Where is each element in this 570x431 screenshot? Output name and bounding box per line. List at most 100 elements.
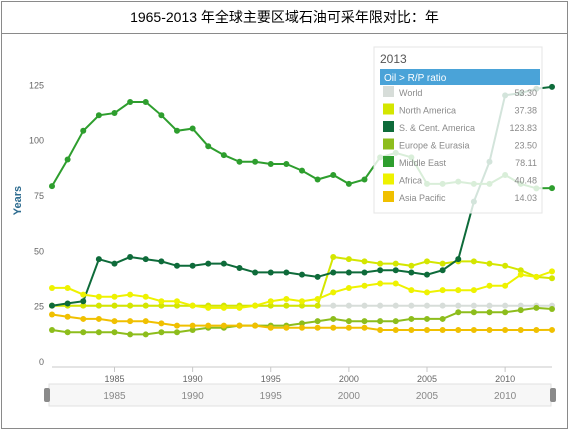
data-point-europe-eurasia[interactable] [95,329,102,336]
data-point-s-cent-america[interactable] [64,300,71,307]
data-point-middle-east[interactable] [361,176,368,183]
data-point-africa[interactable] [455,287,462,294]
data-point-north-america[interactable] [283,302,290,309]
data-point-africa[interactable] [533,273,540,280]
data-point-world[interactable] [502,302,509,309]
data-point-europe-eurasia[interactable] [408,315,415,322]
data-point-north-america[interactable] [424,258,430,265]
data-point-north-america[interactable] [486,260,493,267]
data-point-north-america[interactable] [502,262,509,269]
data-point-asia-pacific[interactable] [299,324,305,331]
data-point-middle-east[interactable] [283,160,290,167]
data-point-asia-pacific[interactable] [220,322,227,329]
data-point-europe-eurasia[interactable] [549,305,555,312]
data-point-s-cent-america[interactable] [392,267,399,274]
data-point-africa[interactable] [392,280,399,287]
data-point-s-cent-america[interactable] [345,269,352,276]
data-point-africa[interactable] [252,302,259,309]
data-point-north-america[interactable] [549,275,555,282]
data-point-asia-pacific[interactable] [205,322,212,329]
data-point-africa[interactable] [345,284,352,291]
data-point-africa[interactable] [158,298,165,305]
data-point-africa[interactable] [549,268,555,275]
data-point-north-america[interactable] [267,302,274,309]
data-point-africa[interactable] [205,304,212,311]
data-point-asia-pacific[interactable] [236,322,243,329]
data-point-asia-pacific[interactable] [330,324,337,331]
data-point-asia-pacific[interactable] [158,320,165,327]
data-point-africa[interactable] [377,280,384,287]
data-point-middle-east[interactable] [111,110,118,117]
data-point-s-cent-america[interactable] [205,260,212,267]
data-point-asia-pacific[interactable] [377,327,384,334]
data-point-africa[interactable] [408,287,415,294]
data-point-asia-pacific[interactable] [424,327,430,334]
data-point-north-america[interactable] [517,267,524,274]
data-point-africa[interactable] [502,282,509,289]
data-point-asia-pacific[interactable] [439,327,446,334]
data-point-north-america[interactable] [392,260,399,267]
data-point-asia-pacific[interactable] [533,327,540,334]
data-point-north-america[interactable] [174,302,180,309]
data-point-europe-eurasia[interactable] [189,327,196,334]
data-point-middle-east[interactable] [142,98,149,105]
data-point-middle-east[interactable] [220,152,227,159]
data-point-africa[interactable] [127,291,134,298]
data-point-s-cent-america[interactable] [127,253,134,260]
data-point-middle-east[interactable] [330,172,337,179]
data-point-middle-east[interactable] [236,158,243,165]
data-point-s-cent-america[interactable] [439,267,446,274]
data-point-asia-pacific[interactable] [49,311,55,318]
data-point-europe-eurasia[interactable] [142,331,149,338]
data-point-middle-east[interactable] [80,127,87,134]
data-point-europe-eurasia[interactable] [299,320,305,327]
data-point-north-america[interactable] [408,262,415,269]
data-point-asia-pacific[interactable] [502,327,509,334]
data-point-middle-east[interactable] [205,143,212,150]
data-point-europe-eurasia[interactable] [64,329,71,336]
data-point-s-cent-america[interactable] [549,83,555,90]
data-point-asia-pacific[interactable] [189,322,196,329]
data-point-s-cent-america[interactable] [189,262,196,269]
data-point-middle-east[interactable] [299,167,305,174]
data-point-middle-east[interactable] [314,176,321,183]
data-point-europe-eurasia[interactable] [533,304,540,311]
data-point-europe-eurasia[interactable] [486,309,493,316]
navigator-handle-left[interactable] [44,388,50,402]
data-point-north-america[interactable] [361,258,368,265]
data-point-europe-eurasia[interactable] [80,329,87,336]
navigator-handle-right[interactable] [550,388,556,402]
data-point-asia-pacific[interactable] [392,327,399,334]
data-point-asia-pacific[interactable] [252,322,259,329]
data-point-north-america[interactable] [158,302,165,309]
data-point-africa[interactable] [330,289,337,296]
data-point-europe-eurasia[interactable] [330,315,337,322]
data-point-s-cent-america[interactable] [111,260,118,267]
data-point-europe-eurasia[interactable] [470,309,477,316]
data-point-asia-pacific[interactable] [80,315,87,322]
data-point-north-america[interactable] [330,253,337,260]
data-point-africa[interactable] [174,298,180,305]
data-point-s-cent-america[interactable] [49,302,55,309]
data-point-s-cent-america[interactable] [424,271,430,278]
data-point-europe-eurasia[interactable] [424,315,430,322]
data-point-asia-pacific[interactable] [408,327,415,334]
data-point-asia-pacific[interactable] [455,327,462,334]
data-point-africa[interactable] [142,293,149,300]
data-point-world[interactable] [424,302,430,309]
data-point-world[interactable] [392,302,399,309]
data-point-world[interactable] [455,302,462,309]
data-point-s-cent-america[interactable] [361,269,368,276]
data-point-s-cent-america[interactable] [252,269,259,276]
data-point-africa[interactable] [517,271,524,278]
data-point-asia-pacific[interactable] [470,327,477,334]
data-point-asia-pacific[interactable] [517,327,524,334]
data-point-europe-eurasia[interactable] [314,318,321,325]
data-point-middle-east[interactable] [127,98,134,105]
data-point-africa[interactable] [189,302,196,309]
data-point-africa[interactable] [236,304,243,311]
data-point-asia-pacific[interactable] [127,318,134,325]
data-point-s-cent-america[interactable] [455,256,462,263]
data-point-asia-pacific[interactable] [345,324,352,331]
data-point-africa[interactable] [486,282,493,289]
